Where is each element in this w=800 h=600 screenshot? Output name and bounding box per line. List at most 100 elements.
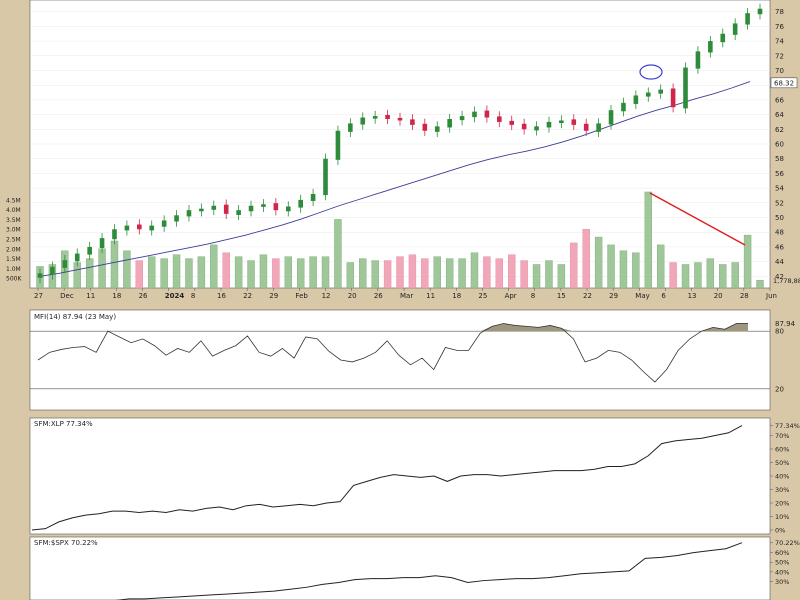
volume-bar: [743, 234, 752, 289]
candle-body: [422, 123, 428, 131]
price-y-tick-label: 70: [775, 67, 784, 75]
relative-y-tick-label: 30%: [775, 486, 789, 494]
volume-bar: [495, 258, 504, 289]
volume-bar: [234, 256, 243, 289]
candle-body: [149, 225, 155, 231]
volume-bar: [98, 248, 106, 289]
volume-bar: [681, 264, 690, 289]
candle-body: [645, 92, 651, 97]
relative-y-tick-label: 60%: [775, 549, 789, 557]
x-tick-label: 25: [478, 292, 487, 300]
volume-bar: [247, 260, 255, 289]
candle-body: [757, 8, 763, 15]
price-y-tick-label: 46: [775, 243, 784, 251]
price-y-tick-label: 74: [775, 38, 784, 46]
price-y-tick-label: 50: [775, 214, 784, 222]
relative-y-tick-label: 40%: [775, 568, 789, 576]
candle-body: [360, 117, 366, 125]
candle-body: [745, 13, 750, 25]
volume-bar: [669, 262, 677, 289]
candle-body: [348, 123, 353, 132]
candle-body: [199, 208, 204, 212]
volume-bar: [259, 254, 268, 289]
candle-body: [608, 110, 614, 125]
volume-bar: [408, 254, 417, 289]
relative-y-tick-label: 77.34%: [775, 422, 800, 430]
x-tick-label: 8: [191, 292, 195, 300]
volume-bar: [172, 254, 181, 289]
candle-body: [732, 23, 738, 35]
x-tick-label: 22: [583, 292, 592, 300]
candle-body: [521, 123, 527, 130]
price-y-tick-label: 56: [775, 170, 784, 178]
price-y-tick-label: 54: [775, 185, 784, 193]
volume-bar: [508, 254, 516, 289]
volume-bar: [284, 256, 292, 289]
volume-bar: [594, 236, 603, 289]
mfi-y-tick-label: 20: [775, 385, 784, 393]
volume-bar: [731, 262, 739, 289]
volume-bar: [197, 256, 206, 289]
candle-body: [447, 119, 452, 128]
volume-axis-label: 4.5M: [6, 197, 21, 204]
x-tick-label: 27: [34, 292, 43, 300]
candle-body: [670, 88, 676, 108]
candle-body: [62, 260, 68, 268]
volume-bar: [309, 256, 317, 289]
volume-bar: [644, 191, 652, 289]
price-y-tick-label: 62: [775, 126, 784, 134]
volume-axis-label: 500K: [6, 276, 22, 283]
candle-body: [137, 224, 142, 230]
candle-body: [534, 126, 539, 131]
candle-body: [112, 229, 117, 240]
x-tick-label: 13: [688, 292, 697, 300]
volume-axis-label: 3.0M: [6, 227, 21, 234]
candle-body: [484, 110, 490, 118]
volume-bar: [706, 258, 715, 289]
mfi-panel-frame: [29, 309, 771, 411]
volume-bar: [272, 258, 280, 289]
x-tick-label: 26: [374, 292, 383, 300]
candle-body: [323, 158, 328, 196]
last-price-tag: [770, 77, 798, 89]
volume-bar: [582, 228, 590, 289]
x-tick-label: 16: [217, 292, 226, 300]
x-tick-label: 20: [714, 292, 723, 300]
candle-body: [211, 205, 217, 210]
volume-axis-label: 1.5M: [6, 256, 21, 263]
x-tick-label: Apr: [505, 292, 517, 300]
volume-trendline-annotation: [649, 192, 746, 246]
relative-y-tick-label: 50%: [775, 459, 789, 467]
x-tick-label: Jun: [765, 292, 777, 300]
price-y-tick-label: 78: [775, 8, 784, 16]
volume-bar: [458, 258, 466, 289]
x-tick-label: Dec: [60, 292, 74, 300]
x-tick-label: 15: [557, 292, 566, 300]
candle-body: [298, 199, 303, 208]
volume-bar: [532, 264, 541, 289]
xlp-panel: 77.34% 70% 60% 50% 40% 30% 20% 10% 0% SFM:XLP 77.…: [29, 417, 800, 535]
candle-body: [124, 225, 130, 231]
candle-body: [223, 204, 229, 214]
candle-body: [385, 114, 390, 120]
mfi-line: [37, 323, 749, 383]
price-y-tick-label: 52: [775, 199, 784, 207]
candle-body: [708, 41, 713, 53]
volume-bar: [321, 256, 330, 289]
candle-body: [472, 111, 477, 118]
mfi-title: MFI(14) 87.94 (23 May): [34, 313, 116, 321]
volume-bar: [520, 260, 528, 289]
volume-bar: [483, 256, 491, 289]
volume-bar: [421, 258, 429, 289]
candle-body: [397, 117, 403, 121]
candle-body: [310, 193, 316, 201]
candle-body: [571, 119, 577, 125]
volume-bar: [383, 260, 392, 289]
candle-body: [621, 102, 626, 112]
candle-body: [546, 121, 552, 128]
x-tick-label: 29: [269, 292, 278, 300]
candle-body: [583, 123, 589, 131]
relative-y-tick-label: 10%: [775, 513, 789, 521]
volume-bar: [148, 256, 156, 289]
relative-strength-line: [115, 542, 743, 600]
